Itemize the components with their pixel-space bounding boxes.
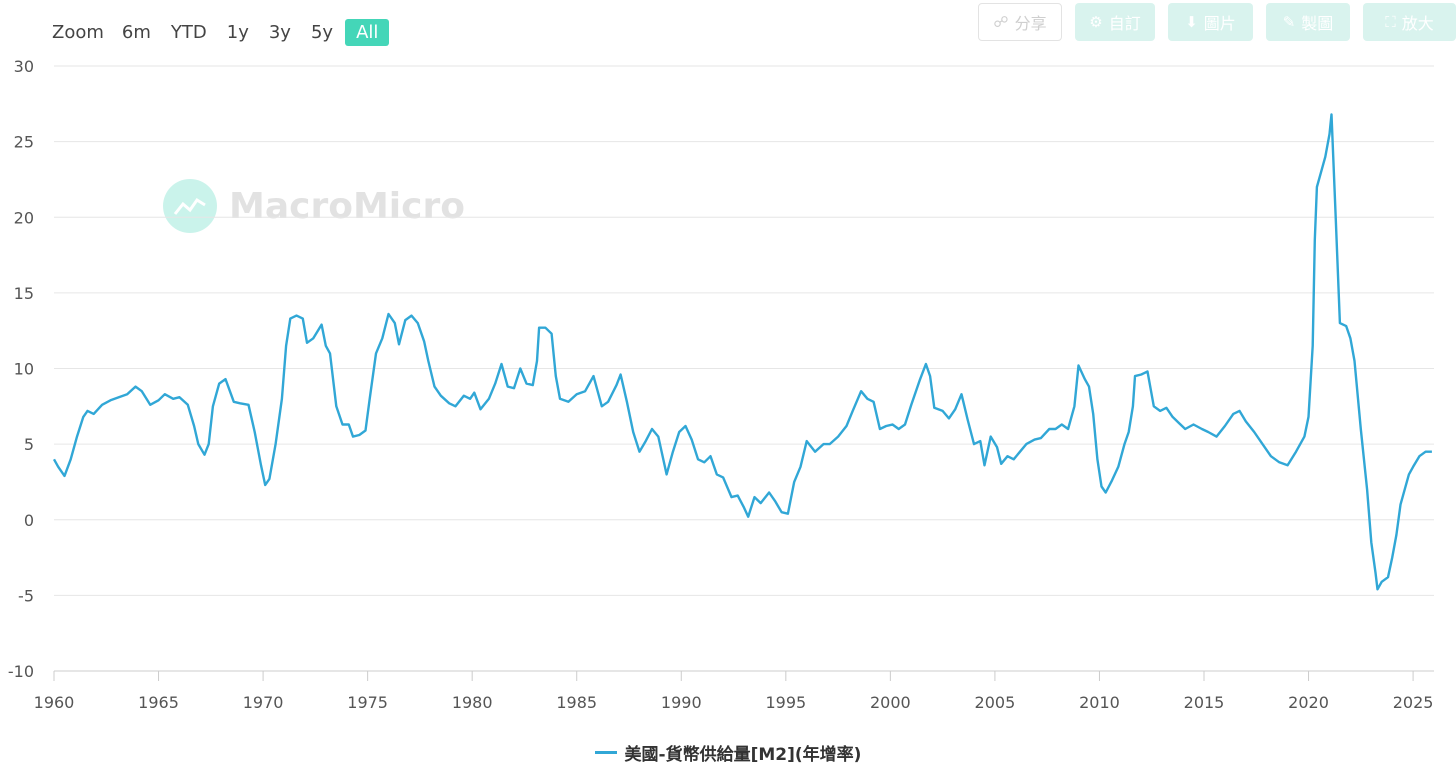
y-tick-label: 0 xyxy=(24,511,34,530)
y-tick-label: 20 xyxy=(14,208,34,227)
legend-swatch xyxy=(594,751,617,754)
y-tick-label: -5 xyxy=(18,586,34,605)
y-tick-label: 15 xyxy=(14,284,34,303)
x-tick-label: 2000 xyxy=(870,693,911,712)
share-label: 分享 xyxy=(1014,14,1047,33)
y-tick-label: 25 xyxy=(14,133,34,152)
zoom-3y-button[interactable]: 3y xyxy=(268,22,291,43)
image-label: 圖片 xyxy=(1203,14,1236,33)
zoom-ytd-button[interactable]: YTD xyxy=(170,22,207,43)
y-tick-label: 30 xyxy=(14,57,34,76)
share-button[interactable]: ☍ 分享 xyxy=(978,3,1062,41)
zoom-6m-button[interactable]: 6m xyxy=(121,22,151,43)
x-tick-label: 1970 xyxy=(243,693,284,712)
x-tick-label: 1965 xyxy=(138,693,179,712)
series-line-m2-yoy xyxy=(52,113,1432,591)
x-tick-label: 1990 xyxy=(661,693,702,712)
zoom-5y-button[interactable]: 5y xyxy=(310,22,334,43)
x-axis: 1960 1965 1970 1975 1980 1985 1990 1995 2000 2005… xyxy=(34,670,1434,712)
watermark-logo-icon xyxy=(163,179,217,233)
download-icon: ⬇ xyxy=(1185,13,1198,31)
zoom-label: Zoom xyxy=(52,22,104,43)
y-tick-label: 5 xyxy=(24,435,34,454)
watermark-text: MacroMicro xyxy=(229,185,465,227)
watermark: MacroMicro xyxy=(163,179,465,233)
expand-icon: ⛶ xyxy=(1385,13,1396,31)
x-tick-label: 2020 xyxy=(1288,693,1329,712)
draw-button[interactable]: ✎ 製圖 xyxy=(1266,3,1350,41)
x-tick-label: 1985 xyxy=(556,693,597,712)
legend-series-name: 美國-貨幣供給量[M2](年增率) xyxy=(624,745,862,765)
chart-legend[interactable]: 美國-貨幣供給量[M2](年增率) xyxy=(0,740,1456,765)
x-tick-label: 2025 xyxy=(1393,693,1434,712)
customize-label: 自訂 xyxy=(1108,14,1141,33)
x-tick-label: 2010 xyxy=(1079,693,1120,712)
x-tick-label: 1960 xyxy=(34,693,75,712)
y-tick-label: -10 xyxy=(8,662,34,681)
chart-toolbar: ☍ 分享 ⚙ 自訂 ⬇ 圖片 ✎ 製圖 ⛶ 放大 xyxy=(965,3,1456,41)
customize-button[interactable]: ⚙ 自訂 xyxy=(1075,3,1155,41)
x-tick-label: 1980 xyxy=(452,693,493,712)
pencil-icon: ✎ xyxy=(1282,13,1296,31)
range-selector: Zoom 6m YTD 1y 3y 5y All xyxy=(52,17,393,48)
x-tick-label: 2005 xyxy=(975,693,1016,712)
y-axis-labels: 30 25 20 15 10 5 0 -5 -10 xyxy=(8,57,34,681)
enlarge-label: 放大 xyxy=(1401,14,1434,33)
x-tick-label: 1995 xyxy=(765,693,806,712)
gear-icon: ⚙ xyxy=(1089,13,1103,31)
draw-label: 製圖 xyxy=(1301,14,1334,33)
zoom-all-button[interactable]: All xyxy=(345,19,390,46)
share-icon: ☍ xyxy=(993,13,1009,31)
enlarge-button[interactable]: ⛶ 放大 xyxy=(1363,3,1456,41)
image-download-button[interactable]: ⬇ 圖片 xyxy=(1168,3,1253,41)
y-tick-label: 10 xyxy=(14,360,34,379)
x-tick-label: 2015 xyxy=(1184,693,1225,712)
grid-lines xyxy=(54,65,1434,596)
zoom-1y-button[interactable]: 1y xyxy=(226,22,249,43)
x-tick-label: 1975 xyxy=(347,693,388,712)
